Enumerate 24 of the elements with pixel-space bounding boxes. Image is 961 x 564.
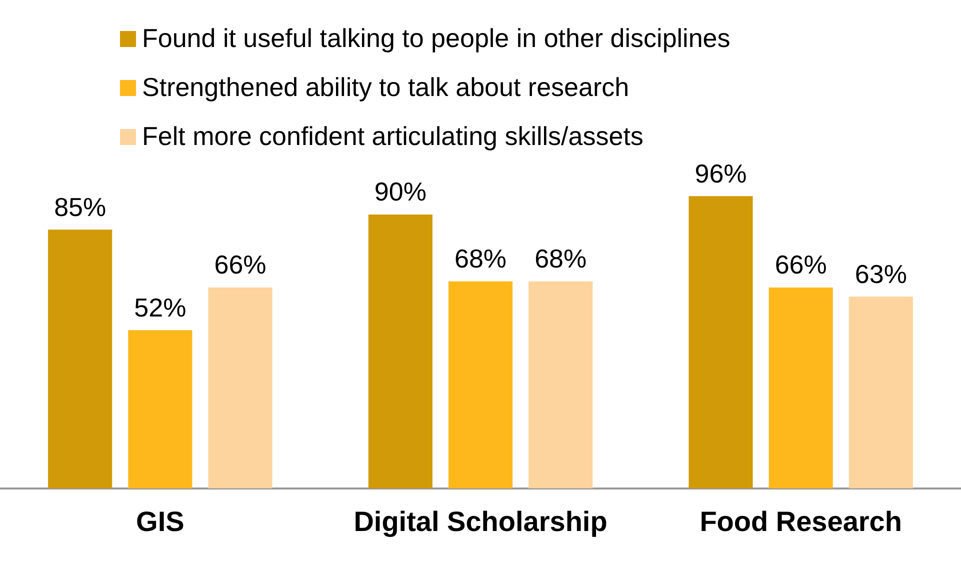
legend-label: Found it useful talking to people in other disciplines	[142, 23, 730, 54]
data-label: 68%	[454, 244, 507, 274]
data-label: 68%	[534, 244, 587, 274]
data-label: 66%	[214, 250, 266, 280]
data-label: 85%	[54, 192, 106, 222]
legend-label: Strengthened ability to talk about research	[142, 72, 630, 103]
bar	[848, 296, 913, 488]
bar	[448, 281, 513, 488]
bar	[128, 330, 192, 488]
data-label: 52%	[134, 292, 186, 322]
legend-label: Felt more confident articulating skills/assets	[142, 121, 644, 152]
bar	[48, 230, 112, 488]
x-tick-label: Food Research	[700, 506, 902, 537]
data-label: 96%	[694, 158, 747, 188]
bar	[688, 196, 753, 488]
bar	[368, 214, 432, 488]
x-tick-label: GIS	[136, 506, 184, 537]
data-label: 66%	[774, 250, 827, 280]
data-label: 63%	[854, 258, 907, 289]
bar	[528, 281, 593, 488]
data-label: 90%	[374, 176, 426, 207]
bar	[208, 287, 272, 488]
x-tick-label: Digital Scholarship	[354, 506, 608, 537]
bar	[768, 287, 833, 488]
